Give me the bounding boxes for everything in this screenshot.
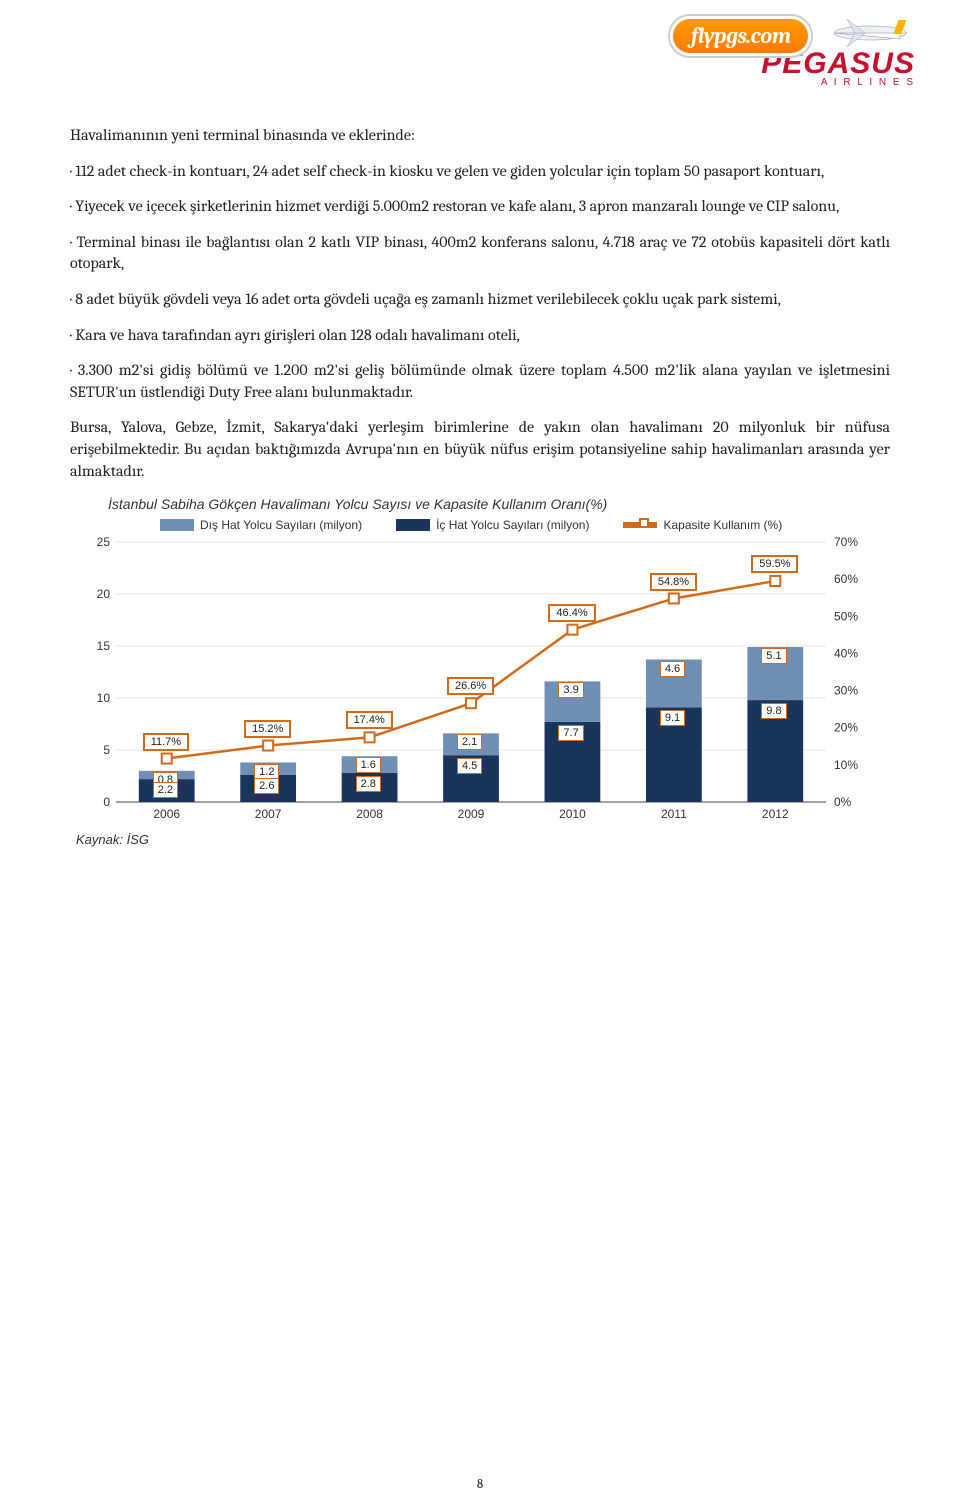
- swatch-dom: [396, 519, 430, 531]
- dom-value-label: 7.7: [558, 725, 583, 741]
- intl-value-label: 4.6: [660, 661, 685, 677]
- capacity-value-label: 26.6%: [447, 677, 494, 695]
- svg-text:2007: 2007: [255, 807, 282, 821]
- swatch-cap: [623, 522, 657, 528]
- svg-text:0: 0: [103, 795, 110, 809]
- legend-cap-label: Kapasite Kullanım (%): [663, 518, 782, 532]
- svg-text:0%: 0%: [834, 795, 852, 809]
- dom-value-label: 2.8: [356, 776, 381, 792]
- svg-text:2006: 2006: [153, 807, 180, 821]
- chart-canvas: 0 5 10 15 20 25 0% 10% 20% 30% 40% 50% 60% 70% 2006 200…: [76, 536, 876, 826]
- capacity-value-label: 11.7%: [143, 733, 189, 751]
- capacity-value-label: 59.5%: [751, 555, 798, 573]
- svg-text:2012: 2012: [762, 807, 789, 821]
- intl-value-label: 1.6: [356, 757, 381, 773]
- svg-text:50%: 50%: [834, 609, 858, 623]
- capacity-value-label: 17.4%: [346, 711, 393, 729]
- para-6: · Kara ve hava tarafından ayrı girişleri…: [70, 325, 890, 347]
- svg-text:30%: 30%: [834, 684, 858, 698]
- chart-legend: Dış Hat Yolcu Sayıları (milyon) İç Hat Y…: [160, 518, 890, 532]
- dom-value-label: 4.5: [457, 758, 482, 774]
- legend-dom: İç Hat Yolcu Sayıları (milyon): [396, 518, 589, 532]
- svg-text:2011: 2011: [661, 807, 687, 821]
- para-7: · 3.300 m2'si gidiş bölümü ve 1.200 m2's…: [70, 360, 890, 403]
- svg-text:2009: 2009: [458, 807, 485, 821]
- svg-text:10%: 10%: [834, 758, 858, 772]
- body-text: Havalimanının yeni terminal binasında ve…: [70, 125, 890, 847]
- svg-text:60%: 60%: [834, 572, 858, 586]
- chart-title: İstanbul Sabiha Gökçen Havalimanı Yolcu …: [108, 496, 890, 512]
- swatch-intl: [160, 519, 194, 531]
- para-8: Bursa, Yalova, Gebze, İzmit, Sakarya'dak…: [70, 417, 890, 482]
- para-5: · 8 adet büyük gövdeli veya 16 adet orta…: [70, 289, 890, 311]
- svg-text:2010: 2010: [559, 807, 586, 821]
- legend-intl-label: Dış Hat Yolcu Sayıları (milyon): [200, 518, 362, 532]
- dom-value-label: 9.8: [761, 703, 786, 719]
- legend-cap: Kapasite Kullanım (%): [623, 518, 782, 532]
- svg-text:40%: 40%: [834, 647, 858, 661]
- para-3: · Yiyecek ve içecek şirketlerinin hizmet…: [70, 196, 890, 218]
- capacity-value-label: 15.2%: [244, 720, 291, 738]
- dom-value-label: 2.2: [153, 782, 178, 798]
- page-number: 8: [477, 1477, 483, 1492]
- capacity-value-label: 54.8%: [650, 573, 697, 591]
- para-1: Havalimanının yeni terminal binasında ve…: [70, 125, 890, 147]
- dom-value-label: 2.6: [254, 778, 279, 794]
- legend-intl: Dış Hat Yolcu Sayıları (milyon): [160, 518, 362, 532]
- chart-block: İstanbul Sabiha Gökçen Havalimanı Yolcu …: [70, 496, 890, 847]
- svg-text:15: 15: [97, 639, 111, 653]
- intl-value-label: 5.1: [761, 648, 786, 664]
- svg-text:10: 10: [97, 691, 111, 705]
- para-2: · 112 adet check-in kontuarı, 24 adet se…: [70, 161, 890, 183]
- dom-value-label: 9.1: [660, 710, 685, 726]
- svg-text:5: 5: [103, 743, 110, 757]
- chart-source: Kaynak: İSG: [76, 832, 890, 847]
- svg-text:20: 20: [97, 587, 111, 601]
- brand-bubble: flypgs.com: [670, 16, 811, 56]
- svg-text:2008: 2008: [356, 807, 383, 821]
- svg-text:20%: 20%: [834, 721, 858, 735]
- intl-value-label: 2.1: [457, 734, 482, 750]
- legend-dom-label: İç Hat Yolcu Sayıları (milyon): [436, 518, 589, 532]
- para-4: · Terminal binası ile bağlantısı olan 2 …: [70, 232, 890, 275]
- svg-text:25: 25: [97, 535, 111, 549]
- brand-logo: flypgs.com PEGASUS A I R L I N E S: [655, 10, 915, 88]
- svg-text:70%: 70%: [834, 535, 858, 549]
- capacity-value-label: 46.4%: [548, 604, 595, 622]
- intl-value-label: 3.9: [558, 682, 583, 698]
